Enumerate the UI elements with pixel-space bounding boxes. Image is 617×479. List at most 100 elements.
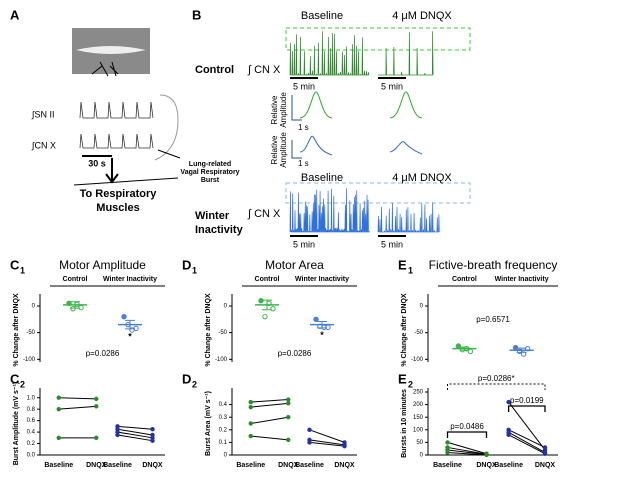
pair-line <box>447 441 487 455</box>
group-label: Winter Inactivity <box>495 276 549 283</box>
pair-line <box>117 425 153 430</box>
row-label: Winter <box>195 210 230 222</box>
panel-label: C <box>10 257 20 272</box>
x-tick-label: Baseline <box>236 462 265 469</box>
y-tick-label: 0.3 <box>219 415 228 421</box>
scale-label: 5 min <box>381 81 403 91</box>
condition: Baseline <box>301 10 343 22</box>
x-tick-label: Baseline <box>44 462 73 469</box>
waveform <box>389 91 423 119</box>
row-label: Inactivity <box>195 224 244 236</box>
data-point <box>270 305 276 312</box>
annotation: p=0.0199 <box>510 396 544 405</box>
y-tick-label: 0 <box>420 453 424 459</box>
y-tick-label: 0.2 <box>27 441 36 447</box>
panel-label: E <box>398 371 407 386</box>
error-bar <box>459 346 470 351</box>
waveform <box>389 141 423 155</box>
axis-label: Relative <box>270 135 279 164</box>
y-tick-label: 1.0 <box>27 395 36 401</box>
y-tick-label: 50 <box>416 440 423 446</box>
pair-line <box>508 401 546 451</box>
y-tick-label: 0.0 <box>27 453 36 459</box>
output-label: Muscles <box>96 202 139 214</box>
y-tick-label: -50 <box>218 330 227 336</box>
panel-label: E <box>398 257 407 272</box>
data-point <box>506 399 511 405</box>
data-point <box>445 440 450 445</box>
group-label: Control <box>63 276 88 283</box>
trace-label: ∫ CN X <box>247 64 281 76</box>
y-tick-label: 150 <box>413 415 424 421</box>
x-tick-label: DNQX <box>142 462 163 469</box>
data-point <box>512 344 519 351</box>
y-axis-title: Bursts in 10 minutes <box>401 389 408 458</box>
data-point <box>313 316 319 323</box>
condition: 4 μM DNQX <box>392 172 452 184</box>
panel-label-sub: 2 <box>20 379 25 389</box>
y-tick-label: 0.4 <box>219 402 228 408</box>
group-label: Control <box>255 276 280 283</box>
y-tick-label: 250 <box>413 390 424 396</box>
panel-label-sub: 1 <box>192 265 197 275</box>
panel-label-sub: 1 <box>20 265 25 275</box>
data-point <box>121 313 127 320</box>
axis-label: Amplitude <box>279 92 288 128</box>
data-point <box>150 438 155 443</box>
x-tick-label: Baseline <box>295 462 324 469</box>
group-label: Winter Inactivity <box>103 276 157 283</box>
pair-line <box>508 434 546 455</box>
down-arrow <box>105 158 119 184</box>
dashed-box <box>285 182 471 204</box>
pair-line <box>250 399 289 403</box>
x-tick-label: DNQX <box>535 462 556 469</box>
data-point <box>248 404 253 410</box>
data-point <box>506 432 511 438</box>
chart-title: Motor Area <box>265 258 324 272</box>
trace-label: ∫ CN X <box>247 208 281 220</box>
data-point <box>248 433 253 439</box>
annotation: p=0.0286 <box>278 349 312 358</box>
data-point <box>258 297 264 304</box>
trace <box>377 31 434 76</box>
pair-line <box>508 431 546 453</box>
data-point <box>115 432 120 438</box>
data-point <box>56 395 61 400</box>
data-point <box>133 325 139 332</box>
arrow <box>73 149 181 186</box>
pair-line <box>117 434 153 442</box>
data-point <box>307 427 312 432</box>
panel-label-sub: 2 <box>408 379 413 389</box>
bracket <box>446 431 488 438</box>
x-tick-label: DNQX <box>278 462 299 469</box>
panel-label: D <box>182 371 191 386</box>
pair-line <box>58 405 97 410</box>
error-bar <box>70 301 80 309</box>
pair-line <box>117 428 153 436</box>
data-point <box>56 435 61 441</box>
y-tick-label: 100 <box>413 427 424 433</box>
panel-label-sub: 1 <box>408 265 413 275</box>
group-label: Control <box>452 276 477 283</box>
axis-label: Relative <box>270 95 279 124</box>
scale-label: 1 s <box>298 123 309 132</box>
significance: * <box>128 331 132 341</box>
error-bar <box>125 319 135 330</box>
illustration <box>72 27 471 237</box>
panel-label: C <box>10 371 20 386</box>
data-point <box>445 450 450 455</box>
y-axis-title: % Change after DNQX <box>13 293 20 366</box>
data-point <box>94 404 99 409</box>
chart-title: Fictive-breath frequency <box>429 258 558 272</box>
trace-label: ∫CN X <box>31 140 56 150</box>
trace <box>79 133 154 149</box>
annotation: p=0.0286 <box>86 349 120 358</box>
y-tick-label: 0.1 <box>219 440 228 446</box>
data-point <box>262 313 268 320</box>
row-label: Control <box>195 64 234 76</box>
trace <box>377 202 440 233</box>
pair-line <box>58 397 97 400</box>
error-bar <box>262 299 272 311</box>
y-tick-label: -50 <box>414 330 423 336</box>
scale-label: 5 min <box>381 239 403 249</box>
